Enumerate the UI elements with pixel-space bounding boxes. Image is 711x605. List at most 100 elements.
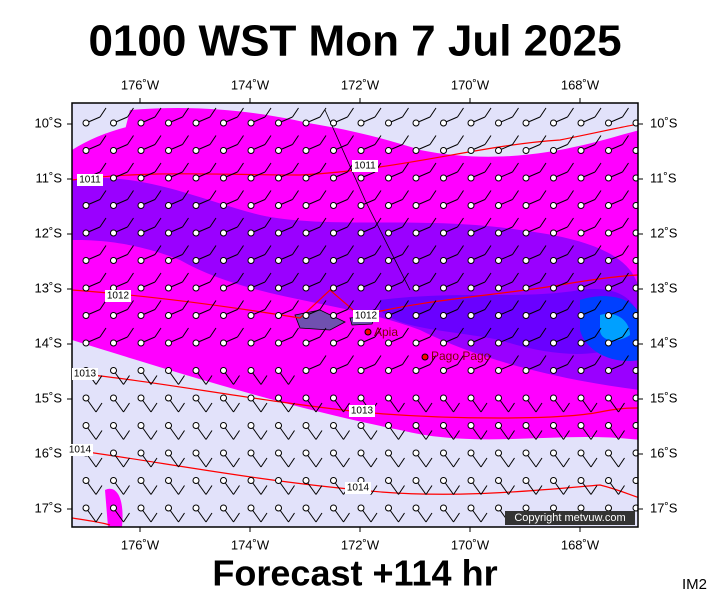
- barb-flag: [594, 190, 602, 200]
- barb-flag: [347, 300, 354, 310]
- barb-flag: [205, 512, 213, 523]
- pago-marker: [421, 353, 429, 361]
- barb-station: [412, 174, 420, 182]
- barb-station: [82, 394, 90, 402]
- barb-flag: [512, 327, 519, 338]
- barb-flag: [618, 457, 625, 468]
- barb-flag: [315, 485, 323, 495]
- barb-station: [220, 202, 227, 209]
- isobar-label-box: [345, 482, 371, 494]
- isobar-label: 1013: [351, 406, 374, 417]
- barb-station: [275, 174, 282, 182]
- barb-station: [357, 229, 365, 237]
- barb-flag: [154, 162, 162, 173]
- barb-flag: [567, 245, 574, 255]
- barb-station: [82, 257, 90, 264]
- barb-station: [577, 119, 585, 127]
- barb-station: [605, 394, 612, 402]
- lat-label: 16˚S: [35, 445, 63, 460]
- barb-station: [330, 312, 337, 319]
- barb-station: [137, 312, 145, 319]
- barb-flag: [178, 375, 185, 385]
- barb-flag: [260, 402, 268, 413]
- barb-station: [220, 312, 227, 319]
- barb-flag: [343, 512, 350, 523]
- barb-station: [247, 202, 255, 209]
- barb-flag: [233, 457, 240, 468]
- isobar-label-box: [105, 290, 131, 302]
- barb-station: [467, 504, 475, 512]
- barb-station: [165, 312, 172, 319]
- barb-flag: [260, 430, 268, 440]
- barb-station: [220, 367, 227, 374]
- barb-station: [275, 422, 282, 429]
- barb-flag: [292, 245, 299, 255]
- barb-station: [412, 504, 420, 512]
- barb-flag: [512, 217, 519, 228]
- barb-station: [275, 119, 282, 127]
- barb-flag: [292, 162, 299, 173]
- barb-flag: [343, 402, 350, 413]
- barb-station: [577, 229, 585, 237]
- barb-flag: [398, 430, 405, 440]
- barb-flag: [209, 245, 217, 255]
- barb-flag: [99, 190, 107, 200]
- barb-station: [632, 312, 638, 319]
- barb-flag: [457, 107, 464, 118]
- barb-flag: [237, 107, 244, 118]
- barb-station: [110, 339, 117, 347]
- barb-flag: [567, 355, 574, 365]
- barb-station: [165, 339, 172, 347]
- barb-station: [495, 229, 502, 237]
- barb-flag: [154, 135, 162, 145]
- isobar-label-box: [352, 160, 378, 172]
- barb-station: [467, 449, 475, 457]
- barb-flag: [508, 430, 515, 440]
- barb-flag: [178, 430, 185, 440]
- barb-station: [192, 284, 200, 292]
- barb-station: [137, 367, 145, 374]
- barb-station: [192, 312, 200, 319]
- barb-station: [440, 339, 447, 347]
- isobar-labels: 1011 1011 1012 1012 1013 1013 1014 1014: [67, 160, 379, 494]
- barb-flag: [622, 272, 629, 283]
- barb-flag: [374, 355, 382, 365]
- barb-flag: [425, 430, 433, 440]
- barb-station: [192, 504, 200, 512]
- barb-station: [302, 477, 310, 484]
- barb-station: [412, 119, 420, 127]
- barb-station: [467, 119, 475, 127]
- apia-marker: [364, 328, 372, 336]
- barb-station: [495, 202, 502, 209]
- barb-station: [550, 449, 557, 457]
- barb-flag: [150, 402, 158, 413]
- barb-flag: [457, 217, 464, 228]
- barb-station: [220, 449, 227, 457]
- barb-station: [302, 504, 310, 512]
- barb-station: [577, 422, 585, 429]
- barb-station: [605, 312, 612, 319]
- barb-flag: [594, 327, 602, 338]
- barb-flag: [374, 135, 382, 145]
- barb-flag: [398, 512, 405, 523]
- barb-station: [522, 394, 530, 402]
- barb-station: [522, 229, 530, 237]
- barb-flag: [374, 107, 382, 118]
- barb-flag: [646, 486, 652, 495]
- barb-station: [165, 229, 172, 237]
- barb-flag: [563, 457, 570, 468]
- barb-flag: [99, 327, 107, 338]
- barb-flag: [237, 217, 244, 228]
- barb-flag: [292, 327, 299, 338]
- barb-station: [357, 202, 365, 209]
- barb-flag: [567, 162, 574, 173]
- barb-station: [165, 504, 172, 512]
- barb-station: [605, 229, 612, 237]
- barb-flag: [127, 245, 134, 255]
- barb-station: [220, 174, 227, 182]
- barb-station: [577, 202, 585, 209]
- barb-station: [165, 477, 172, 484]
- barb-flag: [425, 457, 433, 468]
- barb-station: [275, 394, 282, 402]
- barb-station: [220, 504, 227, 512]
